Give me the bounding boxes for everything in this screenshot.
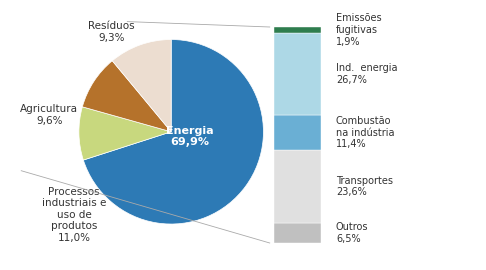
Wedge shape bbox=[79, 107, 171, 160]
Bar bbox=[274, 115, 321, 150]
Text: Emissões
fugitivas
1,9%: Emissões fugitivas 1,9% bbox=[336, 13, 382, 46]
Wedge shape bbox=[84, 39, 263, 224]
Text: Ind.  energia
26,7%: Ind. energia 26,7% bbox=[336, 63, 398, 85]
Wedge shape bbox=[82, 61, 171, 132]
Bar bbox=[274, 150, 321, 223]
Bar bbox=[274, 33, 321, 115]
Bar bbox=[274, 27, 321, 33]
Wedge shape bbox=[112, 39, 171, 132]
Text: Resíduos
9,3%: Resíduos 9,3% bbox=[88, 21, 135, 43]
Text: Transportes
23,6%: Transportes 23,6% bbox=[336, 176, 393, 197]
Bar bbox=[274, 223, 321, 243]
Text: Energia
69,9%: Energia 69,9% bbox=[166, 126, 213, 147]
Text: Processos
industriais e
uso de
produtos
11,0%: Processos industriais e uso de produtos … bbox=[42, 187, 106, 243]
Text: Agricultura
9,6%: Agricultura 9,6% bbox=[20, 104, 78, 126]
Text: Combustão
na indústria
11,4%: Combustão na indústria 11,4% bbox=[336, 116, 395, 149]
Text: Outros
6,5%: Outros 6,5% bbox=[336, 222, 368, 244]
